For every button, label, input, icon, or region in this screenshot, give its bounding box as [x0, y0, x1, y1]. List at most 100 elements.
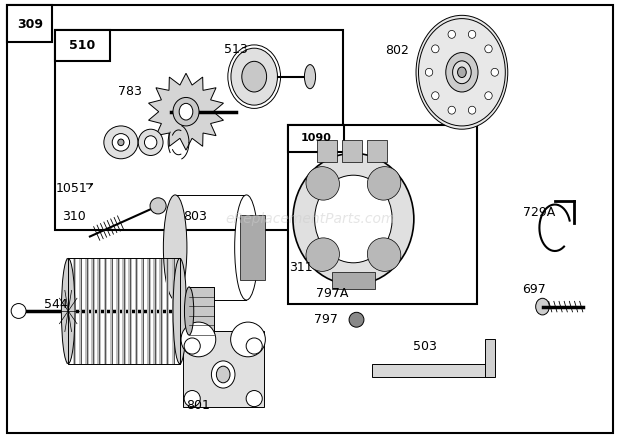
Text: 783: 783 [118, 85, 142, 99]
Text: 801: 801 [187, 399, 210, 412]
Bar [367, 140, 387, 162]
Bar [189, 287, 214, 335]
Ellipse shape [448, 106, 456, 114]
Text: 311: 311 [289, 261, 312, 274]
Polygon shape [149, 73, 223, 150]
Bar [116, 258, 120, 364]
Ellipse shape [173, 258, 187, 364]
Circle shape [349, 312, 364, 327]
Text: 729A: 729A [523, 206, 556, 219]
Polygon shape [332, 272, 375, 289]
Bar [55, 30, 110, 61]
Ellipse shape [104, 126, 138, 159]
Ellipse shape [164, 195, 187, 300]
Circle shape [246, 338, 262, 354]
Text: 513: 513 [224, 42, 247, 56]
Ellipse shape [304, 64, 316, 88]
Ellipse shape [242, 61, 267, 92]
Ellipse shape [138, 129, 163, 155]
Ellipse shape [425, 68, 433, 76]
Ellipse shape [61, 258, 75, 364]
Ellipse shape [416, 15, 508, 129]
Ellipse shape [293, 153, 414, 285]
Circle shape [181, 322, 216, 357]
Ellipse shape [468, 30, 476, 38]
Ellipse shape [112, 134, 130, 151]
Ellipse shape [491, 68, 498, 76]
Bar [55, 30, 343, 230]
Ellipse shape [485, 45, 492, 53]
Ellipse shape [453, 61, 471, 84]
Ellipse shape [418, 19, 505, 126]
Ellipse shape [446, 53, 478, 92]
Circle shape [184, 338, 200, 354]
Text: 797A: 797A [316, 287, 348, 300]
Ellipse shape [485, 92, 492, 99]
Bar [68, 258, 180, 364]
Bar [91, 258, 95, 364]
Bar [128, 258, 132, 364]
Bar [288, 125, 344, 152]
Bar [7, 5, 52, 42]
Ellipse shape [458, 67, 466, 78]
Ellipse shape [173, 98, 199, 126]
Ellipse shape [306, 166, 340, 200]
Text: 802: 802 [385, 44, 409, 57]
Ellipse shape [185, 287, 193, 335]
Ellipse shape [144, 136, 157, 149]
Text: 1090: 1090 [301, 134, 332, 143]
Bar [288, 125, 477, 304]
Bar [66, 258, 70, 364]
Bar [172, 258, 175, 364]
Ellipse shape [367, 166, 401, 200]
Ellipse shape [468, 106, 476, 114]
Bar [135, 258, 138, 364]
Ellipse shape [367, 238, 401, 272]
Ellipse shape [234, 195, 259, 300]
Text: 803: 803 [184, 210, 207, 223]
Circle shape [150, 198, 166, 214]
Bar [159, 258, 163, 364]
Bar [97, 258, 101, 364]
Circle shape [246, 391, 262, 406]
Text: 697: 697 [523, 283, 546, 296]
Bar [141, 258, 144, 364]
Bar [342, 140, 362, 162]
Ellipse shape [432, 92, 439, 99]
Ellipse shape [306, 238, 340, 272]
Ellipse shape [179, 103, 193, 120]
Text: 503: 503 [413, 339, 436, 353]
Bar [241, 215, 265, 280]
Ellipse shape [314, 175, 392, 263]
Bar [104, 258, 107, 364]
Bar [178, 258, 182, 364]
Ellipse shape [216, 366, 230, 383]
Text: 1051: 1051 [55, 182, 87, 195]
Circle shape [11, 304, 26, 318]
Text: 797: 797 [314, 313, 338, 326]
Bar [317, 140, 337, 162]
Ellipse shape [536, 298, 549, 315]
Bar [122, 258, 126, 364]
Bar [147, 258, 151, 364]
Circle shape [184, 391, 200, 406]
Bar [73, 258, 76, 364]
Text: 510: 510 [69, 39, 95, 52]
Text: 544: 544 [44, 298, 68, 311]
Bar [110, 258, 113, 364]
Ellipse shape [448, 30, 456, 38]
Bar [153, 258, 157, 364]
Text: 310: 310 [63, 210, 86, 223]
Bar [85, 258, 89, 364]
Bar [166, 258, 169, 364]
Text: eReplacementParts.com: eReplacementParts.com [225, 212, 395, 226]
Bar [372, 364, 493, 377]
Ellipse shape [211, 361, 235, 388]
Ellipse shape [231, 48, 278, 105]
Ellipse shape [118, 139, 124, 146]
Bar [183, 331, 264, 407]
Bar [79, 258, 82, 364]
Ellipse shape [432, 45, 439, 53]
Bar [485, 339, 495, 377]
Circle shape [231, 322, 265, 357]
